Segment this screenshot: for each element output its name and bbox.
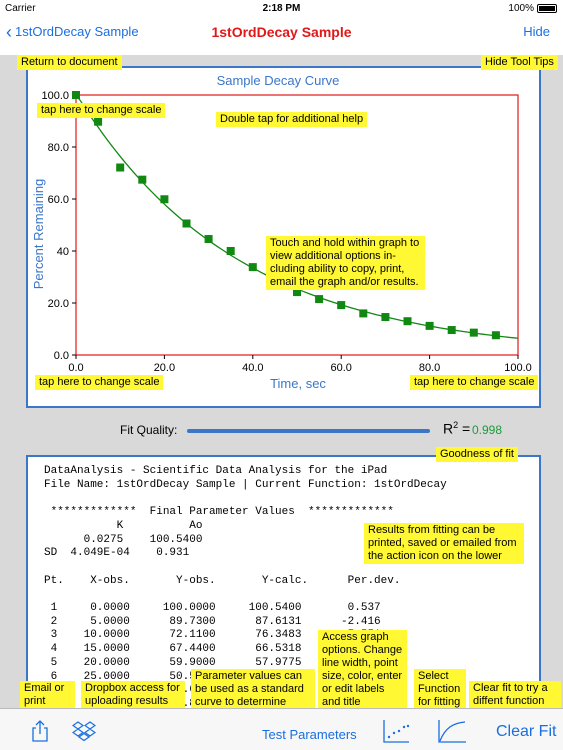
data-point [72,91,80,99]
fit-quality-bar [187,429,430,433]
carrier-label: Carrier [5,3,36,14]
x-tick-label[interactable]: 0.0 [68,362,83,374]
data-point [182,219,191,228]
x-tick-label[interactable]: 60.0 [330,362,351,374]
data-point [425,321,434,330]
plot-area-frame [75,94,519,356]
chart-title: Sample Decay Curve [217,73,340,88]
data-point [160,195,169,204]
share-icon [32,720,48,742]
tip-select-function: Select Function for fitting [414,669,466,710]
graph-options-button[interactable] [382,718,410,749]
r-label: R [443,420,454,437]
r-squared-label: R2 = [443,420,470,437]
nav-bar: ‹ 1stOrdDecay Sample 1stOrdDecay Sample … [0,20,563,44]
data-point [116,163,125,172]
y-tick-label[interactable]: 40 [57,246,69,258]
tip-graph-options: Access graph options. Change line width,… [318,630,407,710]
tip-clear-fit: Clear fit to try a diffent function [469,681,561,709]
y-tick-label[interactable]: 100.0 [41,90,69,102]
tip-scale-left: tap here to change scale [35,375,164,390]
battery-percent: 100% [508,3,534,14]
tip-touch-hold: Touch and hold within graph to view addi… [266,236,425,290]
x-tick-label[interactable]: 100.0 [504,362,532,374]
fit-quality-label: Fit Quality: [120,423,178,437]
data-point [248,263,257,272]
tip-results-info: Results from fitting can be printed, sav… [364,523,524,564]
tip-double-tap: Double tap for additional help [216,112,368,127]
tip-scale-right: tap here to change scale [410,375,539,390]
data-point [337,301,346,310]
x-tick-label[interactable]: 80.0 [419,362,440,374]
test-parameters-button[interactable]: Test Parameters [262,727,357,742]
y-tick-label[interactable]: 60.0 [48,194,69,206]
data-point [359,309,368,318]
data-point [138,175,147,184]
data-points [72,91,500,340]
data-point [403,317,412,326]
status-time: 2:18 PM [262,3,301,14]
dropbox-icon [71,721,97,742]
y-tick-labels[interactable]: 0.0 20.0 40 60.0 80.0 100.0 [41,90,76,362]
y-axis-label: Percent Remaining [31,179,46,290]
data-point [226,247,235,255]
select-function-button[interactable] [437,718,467,749]
fit-curve [75,94,519,339]
clear-fit-button[interactable]: Clear Fit [496,723,557,740]
r-squared-value: 0.998 [472,423,503,437]
battery-indicator: 100% [508,3,557,14]
chevron-left-icon: ‹ [6,21,12,42]
y-tick-label[interactable]: 80.0 [48,142,69,154]
data-point [94,117,103,126]
share-button[interactable] [30,719,50,748]
y-tick-label[interactable]: 0.0 [54,350,69,362]
bottom-toolbar: Test Parameters Clear Fit [0,708,563,750]
fit-quality-row: Fit Quality: R2 = 0.998 [0,420,563,442]
data-point [381,313,390,322]
back-button[interactable]: ‹ 1stOrdDecay Sample [6,21,139,42]
data-point [447,326,456,335]
x-axis-label: Time, sec [270,376,326,391]
battery-icon [537,4,557,13]
chart-frame [75,94,519,356]
dropbox-button[interactable] [71,720,97,747]
x-tick-label[interactable]: 40.0 [242,362,263,374]
x-tick-label[interactable]: 20.0 [154,362,175,374]
tip-scale-top: tap here to change scale [37,103,166,118]
tip-dropbox: Dropbox access for uploading results [81,681,185,709]
function-curve-icon [438,720,466,743]
data-point [315,295,324,304]
r-equals: = [458,420,471,437]
r-exponent: 2 [453,420,459,430]
data-point [491,331,500,340]
status-bar: Carrier 2:18 PM 100% [0,0,563,20]
tip-hide-tool-tips: Hide Tool Tips [481,55,558,70]
hide-button[interactable]: Hide [523,24,550,39]
data-point [204,235,213,244]
data-point [293,288,301,297]
graph-options-icon [383,720,410,743]
back-button-label: 1stOrdDecay Sample [15,24,139,39]
tip-goodness-of-fit: Goodness of fit [436,447,518,462]
tip-return-to-document: Return to document [17,55,122,70]
y-tick-label[interactable]: 20.0 [48,298,69,310]
x-tick-labels[interactable]: 0.0 20.0 40.0 60.0 80.0 100.0 [68,355,532,374]
data-point [469,328,478,337]
